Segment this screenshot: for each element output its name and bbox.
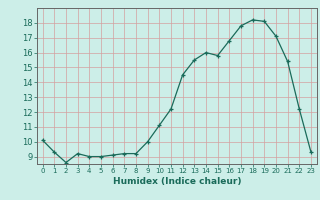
X-axis label: Humidex (Indice chaleur): Humidex (Indice chaleur) bbox=[113, 177, 241, 186]
